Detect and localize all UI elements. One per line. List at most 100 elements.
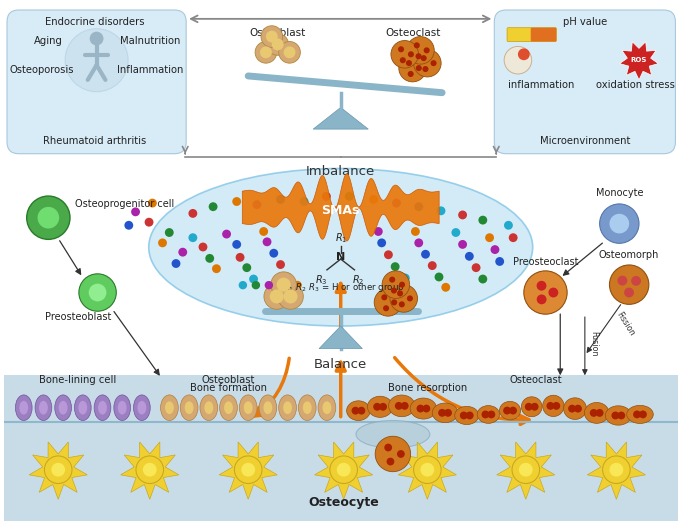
Circle shape xyxy=(509,233,518,242)
Ellipse shape xyxy=(15,395,32,421)
Circle shape xyxy=(171,259,180,268)
Text: Fusion: Fusion xyxy=(589,331,598,356)
Circle shape xyxy=(351,407,360,415)
Circle shape xyxy=(603,456,630,484)
Circle shape xyxy=(414,238,423,247)
Ellipse shape xyxy=(134,395,150,421)
Text: oxidation stress: oxidation stress xyxy=(596,80,675,90)
Circle shape xyxy=(549,288,558,298)
Ellipse shape xyxy=(78,401,87,415)
Ellipse shape xyxy=(55,395,71,421)
FancyBboxPatch shape xyxy=(4,375,678,521)
Circle shape xyxy=(145,218,153,227)
Circle shape xyxy=(358,407,365,415)
Circle shape xyxy=(125,221,134,230)
Circle shape xyxy=(421,250,430,259)
Circle shape xyxy=(206,254,214,263)
FancyBboxPatch shape xyxy=(507,28,556,41)
Circle shape xyxy=(284,289,297,303)
Ellipse shape xyxy=(347,401,371,421)
Ellipse shape xyxy=(180,395,198,421)
Ellipse shape xyxy=(356,421,429,448)
Ellipse shape xyxy=(19,401,28,415)
Circle shape xyxy=(390,262,399,271)
Text: Microenvironment: Microenvironment xyxy=(540,136,630,146)
Text: SMAs: SMAs xyxy=(321,204,360,217)
Circle shape xyxy=(472,263,480,272)
FancyBboxPatch shape xyxy=(531,28,556,41)
Circle shape xyxy=(568,405,576,413)
Text: Osteoprogenitor cell: Osteoprogenitor cell xyxy=(75,199,174,209)
Circle shape xyxy=(236,253,245,262)
Polygon shape xyxy=(314,442,373,499)
Ellipse shape xyxy=(138,401,147,415)
Circle shape xyxy=(79,274,116,311)
Circle shape xyxy=(428,261,436,270)
Text: $R_1$: $R_1$ xyxy=(334,232,347,245)
Circle shape xyxy=(374,227,383,236)
Circle shape xyxy=(212,264,221,273)
Circle shape xyxy=(400,57,406,63)
Circle shape xyxy=(617,412,625,419)
Text: inflammation: inflammation xyxy=(508,80,575,90)
Ellipse shape xyxy=(388,395,415,417)
Circle shape xyxy=(423,66,429,72)
Text: Monocyte: Monocyte xyxy=(595,188,643,198)
Circle shape xyxy=(232,197,241,206)
Circle shape xyxy=(537,295,547,304)
Circle shape xyxy=(458,240,467,249)
Polygon shape xyxy=(29,442,87,499)
Ellipse shape xyxy=(114,395,131,421)
Text: Malnutrition: Malnutrition xyxy=(120,37,180,47)
Circle shape xyxy=(610,265,649,304)
Circle shape xyxy=(165,228,174,237)
Circle shape xyxy=(300,197,308,206)
Circle shape xyxy=(399,301,405,307)
Circle shape xyxy=(269,249,278,258)
Text: Inflammation: Inflammation xyxy=(116,65,183,75)
Ellipse shape xyxy=(477,406,499,423)
Ellipse shape xyxy=(299,395,316,421)
Circle shape xyxy=(391,299,397,306)
Polygon shape xyxy=(313,108,369,129)
Ellipse shape xyxy=(204,401,213,414)
Circle shape xyxy=(234,456,262,484)
Text: $R_2$: $R_2$ xyxy=(352,273,364,287)
Circle shape xyxy=(398,46,404,52)
Polygon shape xyxy=(620,41,658,80)
Ellipse shape xyxy=(220,395,238,421)
Circle shape xyxy=(188,209,197,218)
Circle shape xyxy=(27,196,70,239)
Circle shape xyxy=(267,34,288,55)
Circle shape xyxy=(374,289,402,316)
Circle shape xyxy=(89,284,106,301)
Ellipse shape xyxy=(543,395,564,416)
Circle shape xyxy=(519,463,533,477)
Circle shape xyxy=(416,405,425,413)
Circle shape xyxy=(390,285,418,312)
Ellipse shape xyxy=(165,401,174,414)
Circle shape xyxy=(596,409,603,417)
Circle shape xyxy=(264,284,290,309)
Polygon shape xyxy=(242,174,439,241)
Circle shape xyxy=(369,195,378,204)
Circle shape xyxy=(509,407,517,415)
Ellipse shape xyxy=(283,401,292,414)
Circle shape xyxy=(253,200,262,209)
Circle shape xyxy=(386,458,395,466)
Circle shape xyxy=(536,281,547,291)
Circle shape xyxy=(488,411,495,418)
Circle shape xyxy=(397,290,403,297)
Text: $R_1$ $R_2$ $R_3$ = H or other group: $R_1$ $R_2$ $R_3$ = H or other group xyxy=(283,281,404,294)
Circle shape xyxy=(51,463,65,477)
Circle shape xyxy=(631,276,641,286)
Circle shape xyxy=(399,281,405,288)
Circle shape xyxy=(612,412,619,419)
Circle shape xyxy=(389,277,395,282)
Circle shape xyxy=(384,250,393,259)
Ellipse shape xyxy=(59,401,68,415)
Circle shape xyxy=(249,275,258,284)
Circle shape xyxy=(633,411,641,418)
Text: Rheumatoid arthritis: Rheumatoid arthritis xyxy=(43,136,146,146)
Circle shape xyxy=(375,436,410,471)
